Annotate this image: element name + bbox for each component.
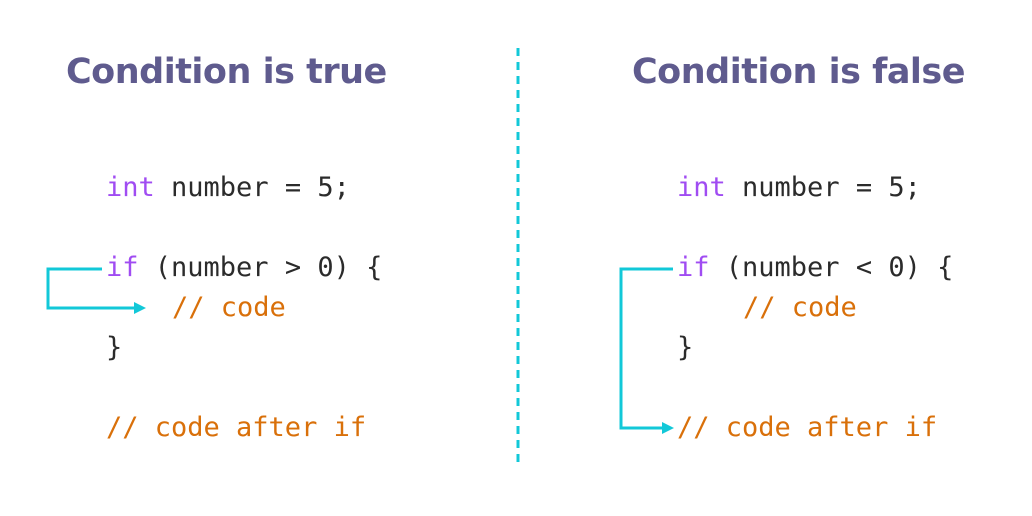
keyword: if	[677, 252, 710, 283]
false-flow-arrow	[619, 267, 673, 430]
if-line: if (number > 0) {	[106, 248, 382, 288]
close-brace: }	[677, 332, 694, 363]
declaration-line: int number = 5;	[106, 168, 350, 208]
code-text: number = 5;	[154, 172, 350, 203]
left-title: Condition is true	[66, 52, 387, 92]
code-text: (number < 0) {	[709, 252, 954, 283]
code-text: number = 5;	[725, 172, 921, 203]
close-brace: }	[106, 332, 123, 363]
true-arrowhead-icon	[134, 302, 146, 314]
right-title: Condition is false	[632, 52, 966, 92]
declaration-line: int number = 5;	[677, 168, 921, 208]
body-comment: // code	[743, 292, 857, 323]
after-comment: // code after if	[677, 412, 938, 443]
false-arrowhead-icon	[662, 422, 674, 434]
code-text: (number > 0) {	[138, 252, 383, 283]
keyword: int	[677, 172, 726, 203]
if-line: if (number < 0) {	[677, 248, 953, 288]
body-comment: // code	[172, 292, 286, 323]
after-comment: // code after if	[106, 412, 367, 443]
true-flow-arrow	[46, 267, 136, 310]
keyword: int	[106, 172, 155, 203]
keyword: if	[106, 252, 139, 283]
